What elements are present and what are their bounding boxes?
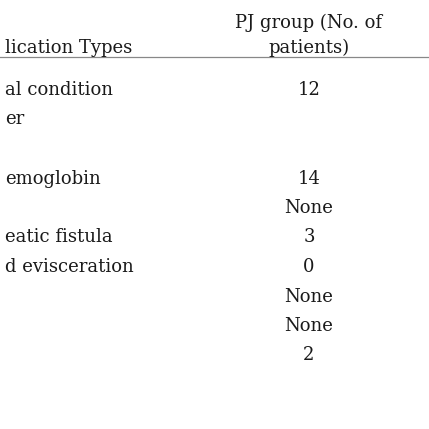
Text: 12: 12	[297, 81, 320, 99]
Text: 2: 2	[303, 347, 314, 365]
Text: eatic fistula: eatic fistula	[5, 229, 113, 247]
Text: None: None	[284, 199, 333, 217]
Text: 0: 0	[303, 258, 314, 276]
Text: patients): patients)	[268, 39, 350, 57]
Text: d evisceration: d evisceration	[5, 258, 134, 276]
Text: None: None	[284, 287, 333, 305]
Text: 14: 14	[297, 169, 320, 187]
Text: al condition: al condition	[5, 81, 113, 99]
Text: lication Types: lication Types	[5, 39, 132, 57]
Text: PJ group (No. of: PJ group (No. of	[236, 14, 382, 32]
Text: None: None	[284, 317, 333, 335]
Text: emoglobin: emoglobin	[5, 169, 101, 187]
Text: er: er	[5, 111, 24, 129]
Text: 3: 3	[303, 229, 314, 247]
